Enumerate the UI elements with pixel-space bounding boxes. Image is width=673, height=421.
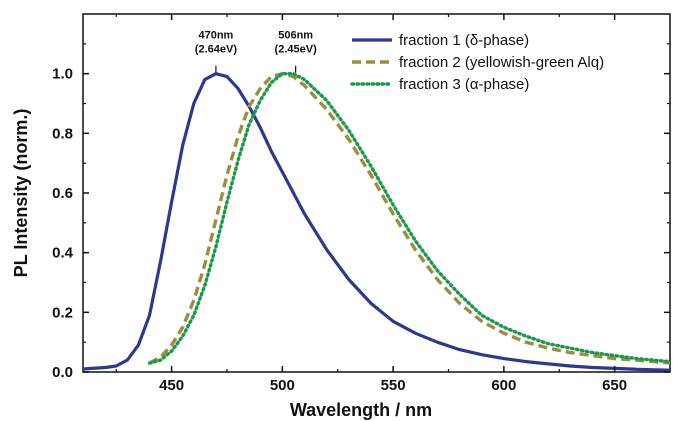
peak-label-2: 506nm <box>278 30 313 42</box>
x-tick-label: 600 <box>491 377 516 394</box>
ticks-layer: 450 500 550 600 650 0.0 0.2 0.4 0.6 0.8 1.0 <box>52 14 670 394</box>
series-line-3 <box>147 72 670 365</box>
legend-label-1: fraction 1 (δ-phase) <box>399 32 529 49</box>
y-tick-label: 0.0 <box>52 364 73 381</box>
annotation-layer: 470nm (2.64eV) 506nm (2.45eV) <box>195 30 317 73</box>
x-axis-title: Wavelength / nm <box>290 400 432 420</box>
legend: fraction 1 (δ-phase) fraction 2 (yellowis… <box>350 32 604 93</box>
y-tick-label: 0.8 <box>52 125 73 142</box>
legend-label-3: fraction 3 (α-phase) <box>399 76 529 93</box>
y-tick-label: 0.2 <box>52 304 73 321</box>
x-tick-label: 500 <box>270 377 295 394</box>
legend-label-2: fraction 2 (yellowish-green Alq) <box>399 54 604 71</box>
y-tick-label: 0.4 <box>52 245 74 262</box>
x-tick-label: 650 <box>602 377 627 394</box>
y-axis-title: PL Intensity (norm.) <box>11 109 31 278</box>
peak-label-2: (2.45eV) <box>275 44 318 56</box>
y-tick-label: 0.6 <box>52 185 73 202</box>
x-tick-label: 550 <box>381 377 406 394</box>
y-tick-label: 1.0 <box>52 66 73 83</box>
peak-label-1: 470nm <box>198 30 233 42</box>
series-line-2 <box>148 72 670 365</box>
peak-label-1: (2.64eV) <box>195 44 238 56</box>
series-line-1 <box>83 72 670 372</box>
x-tick-label: 450 <box>159 377 184 394</box>
series-layer <box>83 72 670 372</box>
